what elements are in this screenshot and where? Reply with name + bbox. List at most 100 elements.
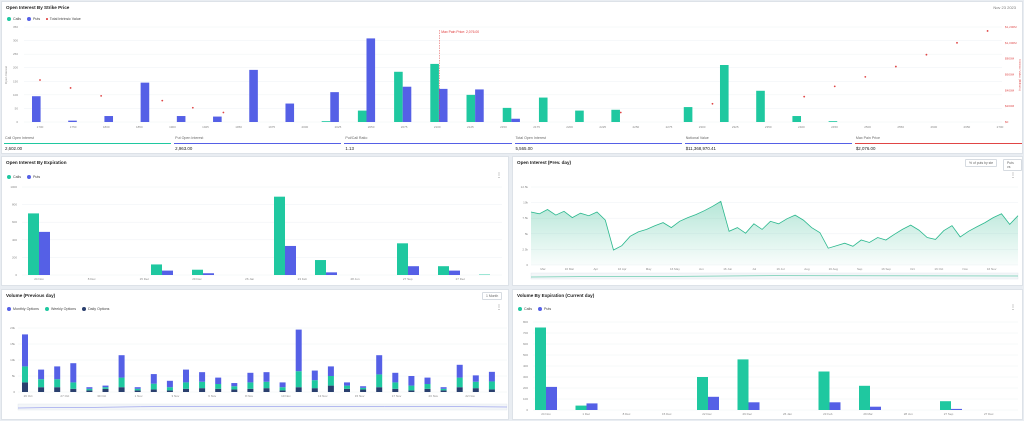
x-tick-label: 6 Nov [208, 394, 216, 398]
x-tick-label: 29 Mar [863, 412, 872, 416]
y-tick-label: 600 [523, 342, 528, 346]
legend-daily[interactable]: Daily Options [82, 307, 109, 311]
expiration-panel: Open Interest By Expiration ⋮ Calls Puts… [1, 156, 509, 286]
strike-legend: Calls Puts Total Intrinsic Value [7, 17, 81, 21]
prevday-select-1[interactable]: % of puts by ste [965, 159, 998, 167]
bar-segment [199, 381, 206, 389]
prevday-menu-icon[interactable]: ⋮ [1010, 173, 1016, 179]
bar-segment [150, 374, 157, 384]
x-tick-label: 20 Nov [429, 394, 439, 398]
bar-segment [488, 371, 495, 382]
bar-segment [263, 381, 270, 389]
legend-weekly[interactable]: Weekly Options [44, 307, 76, 311]
y-tick-label: 400 [523, 364, 528, 368]
x-tick-label: 1925 [202, 125, 209, 129]
calls-swatch [7, 17, 11, 21]
bar-calls [940, 401, 951, 410]
x-tick-label: Nov [963, 267, 969, 271]
bar-segment [247, 382, 254, 389]
x-tick-label: 16 May [670, 267, 680, 271]
bar-calls [535, 327, 546, 410]
x-tick-label: 15 Dec [662, 412, 672, 416]
legend-monthly[interactable]: Monthly Options [7, 307, 39, 311]
legend-calls[interactable]: Calls [7, 17, 21, 21]
x-tick-label: 15 Nov [355, 394, 365, 398]
legend-notional[interactable]: Total Intrinsic Value [46, 17, 81, 21]
expiration-menu-icon[interactable]: ⋮ [496, 173, 502, 179]
strike-panel: Open Interest By Strike Price Nov 23 202… [1, 1, 1023, 154]
legend-puts[interactable]: Puts [538, 307, 551, 311]
y-tick-label: 20k [10, 326, 15, 330]
bar-segment [263, 372, 270, 382]
x-tick-label: 2100 [434, 125, 441, 129]
y-tick-label: 100 [13, 93, 18, 97]
bar-segment [22, 366, 28, 383]
bar-segment [231, 389, 238, 392]
stat-value: $11,368,970.41 [685, 146, 716, 151]
y-tick-label: 5k [525, 232, 529, 236]
y-tick-label: 0 [526, 408, 528, 412]
bar-segment [22, 334, 28, 367]
bar-puts [176, 116, 186, 122]
bar-puts [951, 408, 962, 410]
y-tick-label: 0 [16, 120, 18, 124]
y-tick-label: 0 [15, 273, 17, 277]
x-tick-label: 29 Dec [742, 412, 752, 416]
bar-puts [203, 273, 214, 275]
bar-segment [86, 388, 93, 391]
bar-calls [274, 196, 285, 275]
y-tick-label: 2.5k [522, 247, 528, 251]
bar-calls [315, 260, 326, 275]
volexp-panel: Volume By Expiration (Current day) ⋮ Cal… [512, 289, 1023, 420]
notional-point [191, 106, 194, 109]
x-tick-label: 2200 [566, 125, 573, 129]
volexp-menu-icon[interactable]: ⋮ [1010, 305, 1016, 311]
x-tick-label: 2325 [732, 125, 739, 129]
bar-segment [263, 388, 270, 392]
prevday-select-2[interactable]: Puts vs [1003, 159, 1022, 171]
bar-puts [285, 103, 295, 122]
x-tick-label: 1900 [169, 125, 176, 129]
bar-segment [327, 376, 334, 386]
x-tick-label: 26 Jan [783, 412, 792, 416]
legend-calls[interactable]: Calls [7, 175, 21, 179]
y-tick-label: 1000 [10, 185, 17, 189]
bar-segment [215, 384, 222, 389]
x-tick-label: 16 Jun [723, 267, 732, 271]
daily-swatch [82, 307, 87, 311]
volexp-chart: 0 100 200 300 400 500 600 700 800 24 Nov 1 Dec 8 De… [523, 320, 1018, 416]
bar-puts [438, 88, 448, 122]
strike-panel-date: Nov 23 2023 [993, 5, 1016, 10]
bar-segment [488, 381, 495, 390]
volume-menu-icon[interactable]: ⋮ [496, 305, 502, 311]
x-tick-label: 8 Dec [88, 277, 96, 281]
y-tick-label: 10k [10, 358, 15, 362]
x-tick-label: 1 Dec [582, 412, 590, 416]
y-tick-label: 50 [15, 106, 19, 110]
notional-point [222, 111, 225, 114]
bar-segment [472, 381, 479, 389]
bar-segment [360, 386, 367, 388]
bar-segment [344, 385, 350, 389]
x-tick-label: 2025 [335, 125, 342, 129]
x-tick-label: Apr [593, 267, 598, 271]
x-tick-label: 2075 [401, 125, 408, 129]
bar-segment [215, 388, 222, 392]
legend-calls[interactable]: Calls [518, 307, 532, 311]
x-tick-label: 24 Nov [541, 412, 551, 416]
x-tick-label: 1700 [37, 125, 44, 129]
x-tick-label: 2050 [368, 125, 375, 129]
volume-panel: Volume (Previous day) 1 Month ⋮ Monthly … [1, 289, 509, 420]
bar-segment [150, 383, 157, 390]
stat-value: $2,076.00 [855, 146, 876, 151]
bar-segment [70, 382, 77, 389]
x-tick-label: 15 Dec [140, 277, 150, 281]
volume-select[interactable]: 1 Month [482, 292, 503, 300]
x-tick-label: 27 Dec [984, 412, 994, 416]
legend-puts[interactable]: Puts [27, 175, 40, 179]
x-tick-label: 27 Dec [456, 277, 466, 281]
bar-segment [134, 388, 141, 391]
bar-segment [311, 388, 318, 392]
legend-puts[interactable]: Puts [27, 17, 40, 21]
bar-segment [295, 371, 302, 388]
